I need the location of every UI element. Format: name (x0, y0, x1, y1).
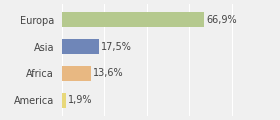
Text: 1,9%: 1,9% (68, 95, 93, 105)
Text: 17,5%: 17,5% (101, 42, 132, 52)
Text: 66,9%: 66,9% (207, 15, 237, 25)
Bar (62, 12, 204, 27)
Bar (62, 93, 66, 108)
Bar (62, 66, 90, 81)
Bar (62, 39, 99, 54)
Text: 13,6%: 13,6% (93, 68, 124, 78)
